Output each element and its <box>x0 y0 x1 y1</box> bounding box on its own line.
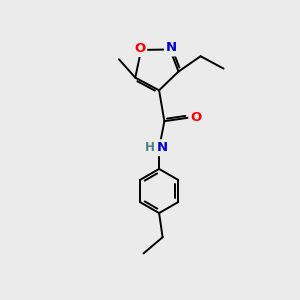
Text: O: O <box>190 111 202 124</box>
Text: H: H <box>145 141 155 154</box>
Text: N: N <box>157 141 168 154</box>
Text: N: N <box>166 41 177 55</box>
Text: O: O <box>134 42 145 55</box>
